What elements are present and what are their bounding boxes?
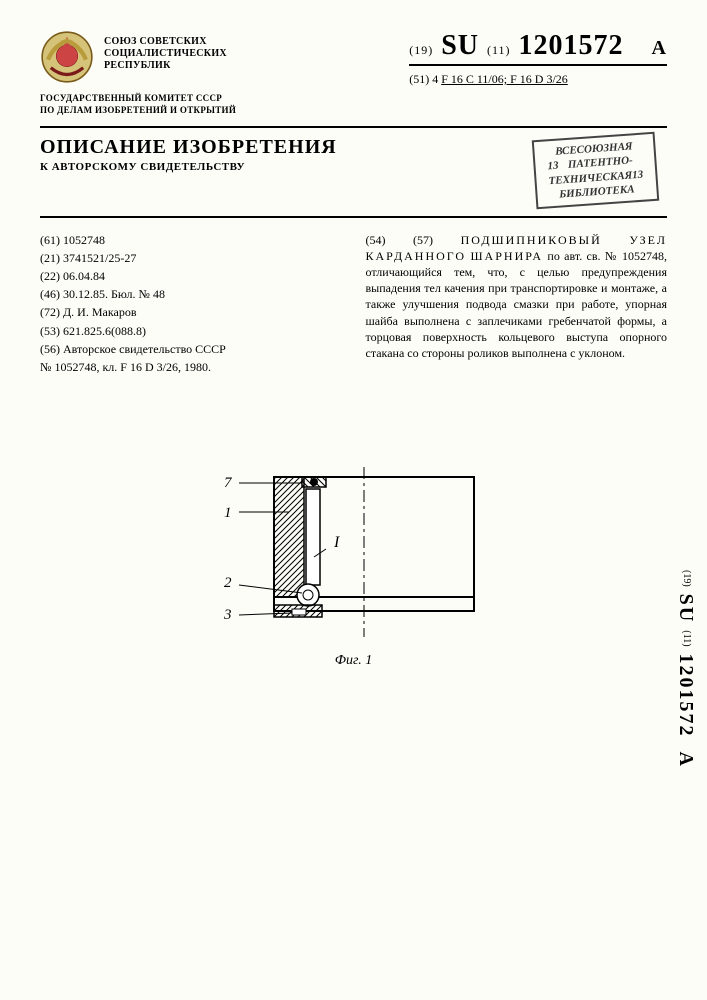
union-line: СОЦИАЛИСТИЧЕСКИХ xyxy=(104,48,227,60)
union-line: РЕСПУБЛИК xyxy=(104,60,227,72)
committee-text: ГОСУДАРСТВЕННЫЙ КОМИТЕТ СССР ПО ДЕЛАМ ИЗ… xyxy=(40,93,667,116)
abstract-text: (54) (57) ПОДШИПНИКОВЫЙ УЗЕЛ КАРДАННОГО … xyxy=(366,232,668,362)
field-61: (61) 1052748 xyxy=(40,232,342,248)
field-56b: № 1052748, кл. F 16 D 3/26, 1980. xyxy=(40,359,342,375)
figure-drawing: I 7 1 2 3 xyxy=(194,457,514,647)
field-21: (21) 3741521/25-27 xyxy=(40,250,342,266)
field-72: (72) Д. И. Макаров xyxy=(40,304,342,320)
field-22: (22) 06.04.84 xyxy=(40,268,342,284)
figure-area: I 7 1 2 3 xyxy=(40,457,667,647)
detail-label: I xyxy=(333,534,340,551)
divider xyxy=(40,216,667,218)
biblio-columns: (61) 1052748 (21) 3741521/25-27 (22) 06.… xyxy=(40,232,667,378)
right-column: (54) (57) ПОДШИПНИКОВЫЙ УЗЕЛ КАРДАННОГО … xyxy=(366,232,668,378)
field-56a: (56) Авторское свидетельство СССР xyxy=(40,341,342,357)
svg-text:7: 7 xyxy=(224,475,233,491)
union-text: СОЮЗ СОВЕТСКИХ СОЦИАЛИСТИЧЕСКИХ РЕСПУБЛИ… xyxy=(104,36,227,72)
sub-title: К АВТОРСКОМУ СВИДЕТЕЛЬСТВУ xyxy=(40,161,534,173)
header-row: СОЮЗ СОВЕТСКИХ СОЦИАЛИСТИЧЕСКИХ РЕСПУБЛИ… xyxy=(40,30,667,87)
svg-text:3: 3 xyxy=(223,607,232,623)
union-line: СОЮЗ СОВЕТСКИХ xyxy=(104,36,227,48)
field-53: (53) 621.825.6(088.8) xyxy=(40,323,342,339)
ipc-line: (51) 4 F 16 C 11/06; F 16 D 3/26 xyxy=(409,72,667,87)
ussr-emblem-icon xyxy=(40,30,94,84)
library-stamp: ВСЕСОЮЗНАЯ 13 ПАТЕНТНО- ТЕХНИЧЕСКАЯ 13 Б… xyxy=(532,132,659,210)
svg-text:1: 1 xyxy=(224,505,232,521)
page: СОЮЗ СОВЕТСКИХ СОЦИАЛИСТИЧЕСКИХ РЕСПУБЛИ… xyxy=(0,0,707,1000)
title-block: ОПИСАНИЕ ИЗОБРЕТЕНИЯ К АВТОРСКОМУ СВИДЕТ… xyxy=(40,136,534,173)
side-doc-number: (19) SU (11) 1201572 A xyxy=(674,570,697,768)
field-46: (46) 30.12.85. Бюл. № 48 xyxy=(40,286,342,302)
figure-caption: Фиг. 1 xyxy=(40,653,667,669)
svg-text:2: 2 xyxy=(224,575,232,591)
title-row: ОПИСАНИЕ ИЗОБРЕТЕНИЯ К АВТОРСКОМУ СВИДЕТ… xyxy=(40,126,667,205)
left-column: (61) 1052748 (21) 3741521/25-27 (22) 06.… xyxy=(40,232,342,378)
main-title: ОПИСАНИЕ ИЗОБРЕТЕНИЯ xyxy=(40,136,534,159)
doc-number-block: (19) SU (11) 1201572 A (51) 4 F 16 C 11/… xyxy=(409,30,667,87)
doc-number: (19) SU (11) 1201572 A xyxy=(409,30,667,66)
